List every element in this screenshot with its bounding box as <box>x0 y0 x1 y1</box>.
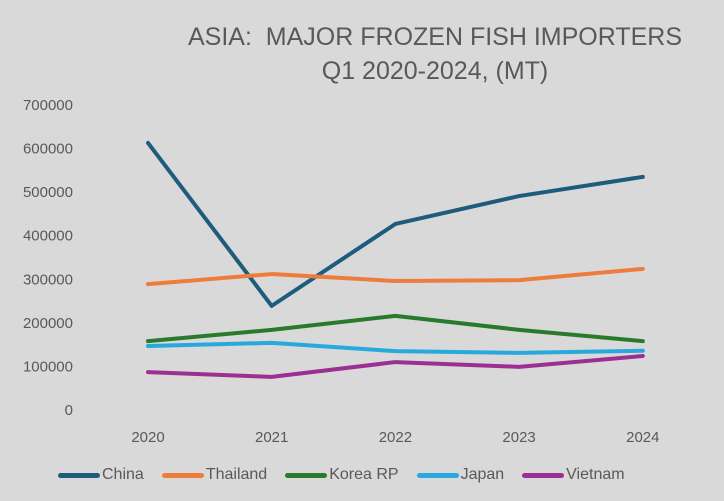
y-tick-label: 500000 <box>23 184 73 201</box>
x-tick-label: 2023 <box>502 429 535 446</box>
y-tick-label: 400000 <box>23 228 73 245</box>
title-line-2: Q1 2020-2024, (MT) <box>321 57 549 85</box>
legend-swatch <box>522 472 565 478</box>
legend-swatch <box>416 472 459 478</box>
legend-swatch <box>285 472 328 478</box>
legend-swatch <box>58 472 100 478</box>
series-line-vietnam <box>146 353 645 379</box>
legend-label: Korea RP <box>329 466 399 483</box>
legend-swatch <box>161 472 204 478</box>
y-tick-label: 200000 <box>23 315 73 332</box>
legend-label: China <box>102 466 144 483</box>
y-tick-label: 300000 <box>23 271 73 288</box>
series-line-korea-rp <box>146 313 645 344</box>
legend: China Thailand Korea RP Japan Vietnam <box>58 466 625 484</box>
x-tick-label: 2022 <box>379 429 412 446</box>
legend-label: Vietnam <box>566 466 625 483</box>
legend-item-korea-rp: Korea RP <box>285 466 399 484</box>
legend-label: Thailand <box>205 466 268 483</box>
x-tick-label: 2024 <box>626 429 659 446</box>
legend-label: Japan <box>460 466 505 483</box>
y-tick-label: 0 <box>65 402 73 419</box>
series-line-japan <box>146 340 645 355</box>
legend-item-vietnam: Vietnam <box>522 466 625 484</box>
series-line-thailand <box>146 266 645 287</box>
y-tick-label: 700000 <box>23 97 73 114</box>
chart-title: ASIA: MAJOR FROZEN FISH IMPORTERS Q1 202… <box>150 20 720 88</box>
legend-item-china: China <box>58 466 144 484</box>
y-tick-label: 600000 <box>23 141 73 158</box>
legend-item-japan: Japan <box>416 466 505 484</box>
y-tick-label: 100000 <box>23 358 73 375</box>
x-tick-label: 2021 <box>255 429 288 446</box>
legend-item-thailand: Thailand <box>161 466 268 484</box>
x-tick-label: 2020 <box>131 429 164 446</box>
title-line-1: ASIA: MAJOR FROZEN FISH IMPORTERS <box>187 23 683 51</box>
